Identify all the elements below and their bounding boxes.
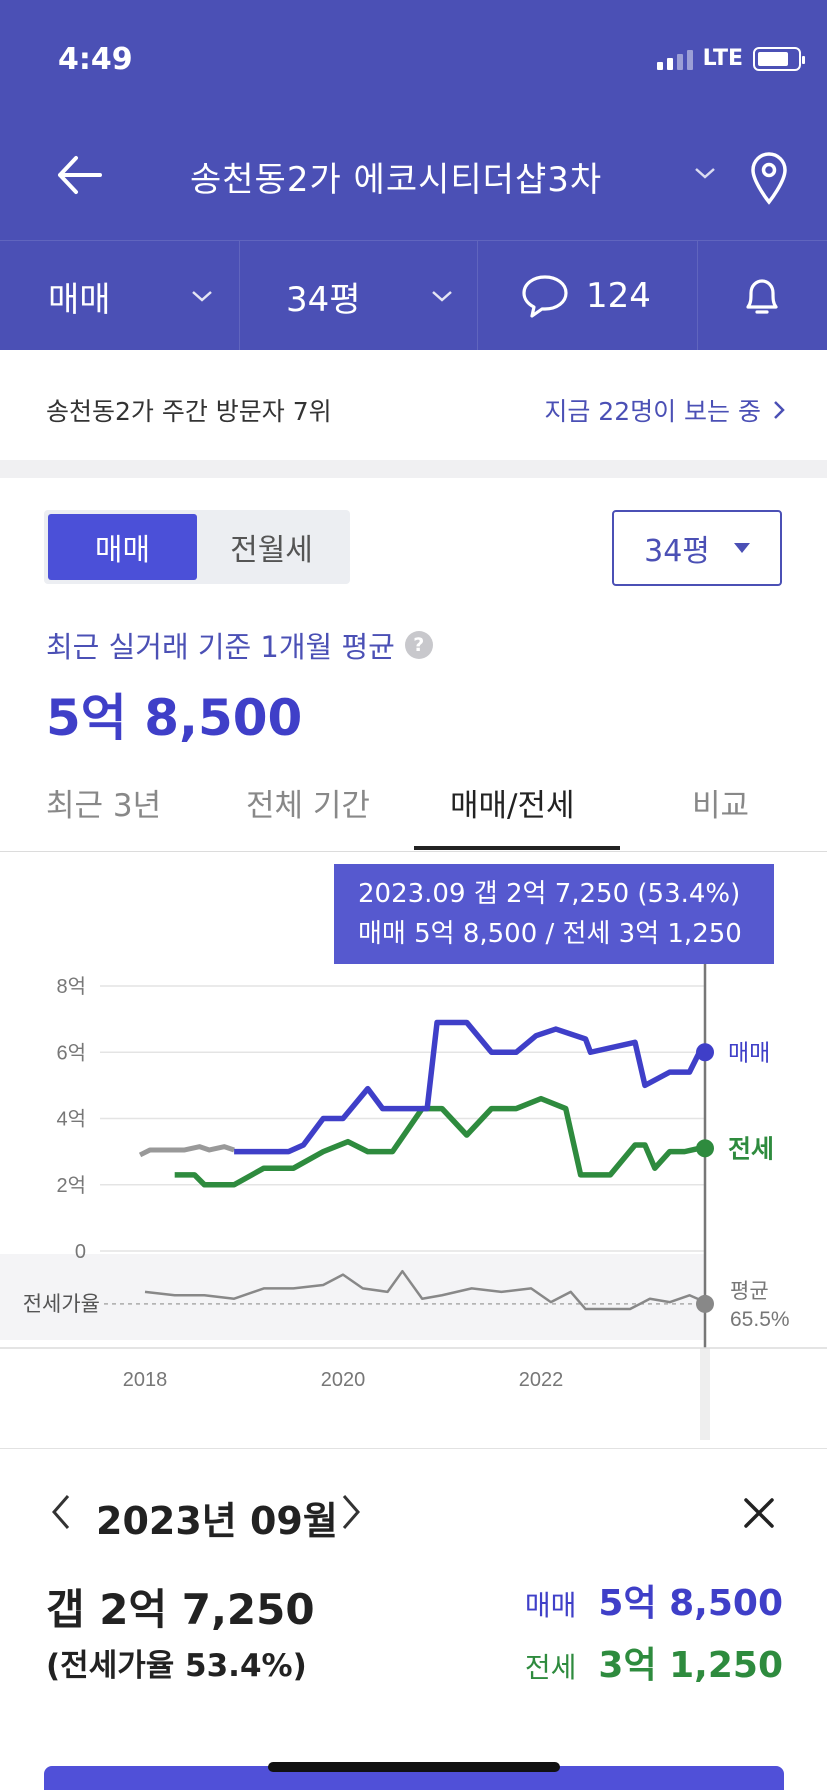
tab-recent-3y[interactable]: 최근 3년 [46,788,162,824]
ratio-point [696,1294,714,1313]
size-filter[interactable]: 34평 [240,241,478,351]
average-price: 5억 8,500 [46,689,303,747]
bell-icon [746,279,778,314]
jeonse-series-label: 전세 [728,1135,774,1163]
y-tick-label: 4억 [56,1108,86,1131]
ratio-axis-label: 전세가율 [23,1293,100,1316]
chevron-down-icon [192,291,212,302]
segment-rent[interactable]: 전월세 [230,533,313,568]
jeonse-point [696,1139,714,1158]
visitor-rank: 송천동2가 주간 방문자 7위 [46,397,332,426]
sale-point [696,1043,714,1062]
detail-card [0,1448,827,1790]
trade-segment-control: 매매 전월세 [44,510,350,584]
tooltip-line1: 2023.09 갭 2억 7,250 (53.4%) [358,879,741,909]
selected-month: 2023년 09월 [96,1499,338,1543]
size-select-value: 34평 [644,534,710,569]
speech-bubble-icon [522,275,568,318]
average-value: 65.5% [730,1308,790,1331]
chevron-right-icon [774,401,785,419]
section-divider [0,460,827,478]
status-indicators: LTE [656,46,805,71]
tab-sale-jeonse[interactable]: 매매/전세 [450,788,575,824]
jeonse-ratio: (전세가율 53.4%) [46,1648,307,1684]
y-tick-label: 2억 [56,1174,86,1197]
notification-button[interactable] [698,241,827,351]
sale-line [234,1019,710,1155]
average-label: 최근 실거래 기준 1개월 평균 [46,630,395,664]
tooltip-line2: 매매 5억 8,500 / 전세 3억 1,250 [358,919,742,949]
cursor-handle[interactable] [700,1348,710,1440]
x-tick-label: 2020 [321,1369,366,1391]
sale-price-row: 매매 5억 8,500 [525,1574,783,1626]
jeonse-value: 3억 1,250 [598,1645,783,1686]
dropdown-triangle-icon [733,543,750,553]
average-label: 평균 [730,1280,769,1303]
trade-type-filter[interactable]: 매매 [0,241,240,351]
sale-line-early [138,1144,235,1158]
sale-label: 매매 [524,1589,577,1622]
period-tabs: 최근 3년 전체 기간 매매/전세 비교 [0,760,827,852]
chevron-down-icon [432,291,452,302]
active-tab-indicator [414,846,620,850]
ratio-line [144,1269,710,1311]
live-viewers-link[interactable]: 지금 22명이 보는 중 [544,392,787,428]
location-pin-icon[interactable] [748,150,790,206]
comment-count: 124 [586,276,651,316]
size-select[interactable]: 34평 [612,510,782,586]
chevron-left-icon[interactable] [46,1490,74,1534]
x-tick-label: 2018 [123,1369,168,1391]
ratio-band [0,1254,705,1340]
network-label: LTE [702,46,743,71]
visitor-bar [0,350,827,460]
sale-value: 5억 8,500 [598,1583,783,1624]
page-title[interactable]: 송천동2가 에코시티더샵3차 [190,160,603,200]
signal-icon [656,48,693,70]
sale-series-label: 매매 [728,1039,770,1065]
tab-all-period[interactable]: 전체 기간 [246,788,370,824]
chevron-down-icon[interactable] [690,158,720,188]
close-icon[interactable] [740,1494,778,1532]
live-viewers-text: 지금 22명이 보는 중 [544,397,761,426]
jeonse-price-row: 전세 3억 1,250 [525,1636,783,1688]
segment-sale[interactable]: 매매 [48,514,197,580]
chevron-right-icon[interactable] [338,1490,366,1534]
jeonse-label: 전세 [524,1651,577,1684]
y-tick-label: 8억 [56,975,86,998]
status-time: 4:49 [58,42,133,77]
comments-button[interactable]: 124 [478,241,698,351]
y-tick-label: 6억 [56,1041,86,1064]
filter-bar: 매매 34평 124 [0,240,827,351]
y-tick-label: 0 [75,1241,86,1263]
average-label-row: 최근 실거래 기준 1개월 평균 ? [46,624,433,666]
back-arrow-icon[interactable] [52,150,108,200]
home-indicator [268,1762,560,1772]
app-header: 4:49 LTE 송천동2가 에코시티더샵3차 매매 34평 124 [0,0,827,351]
jeonse-line [174,1095,710,1188]
gap-amount: 갭 2억 7,250 [46,1585,315,1634]
tab-compare[interactable]: 비교 [692,788,750,824]
x-tick-label: 2022 [519,1369,564,1391]
chart-tooltip: 2023.09 갭 2억 7,250 (53.4%) 매매 5억 8,500 /… [334,864,774,964]
help-icon[interactable]: ? [404,631,433,659]
trade-type-label: 매매 [48,279,111,320]
size-filter-label: 34평 [286,279,361,320]
battery-icon [753,46,805,71]
